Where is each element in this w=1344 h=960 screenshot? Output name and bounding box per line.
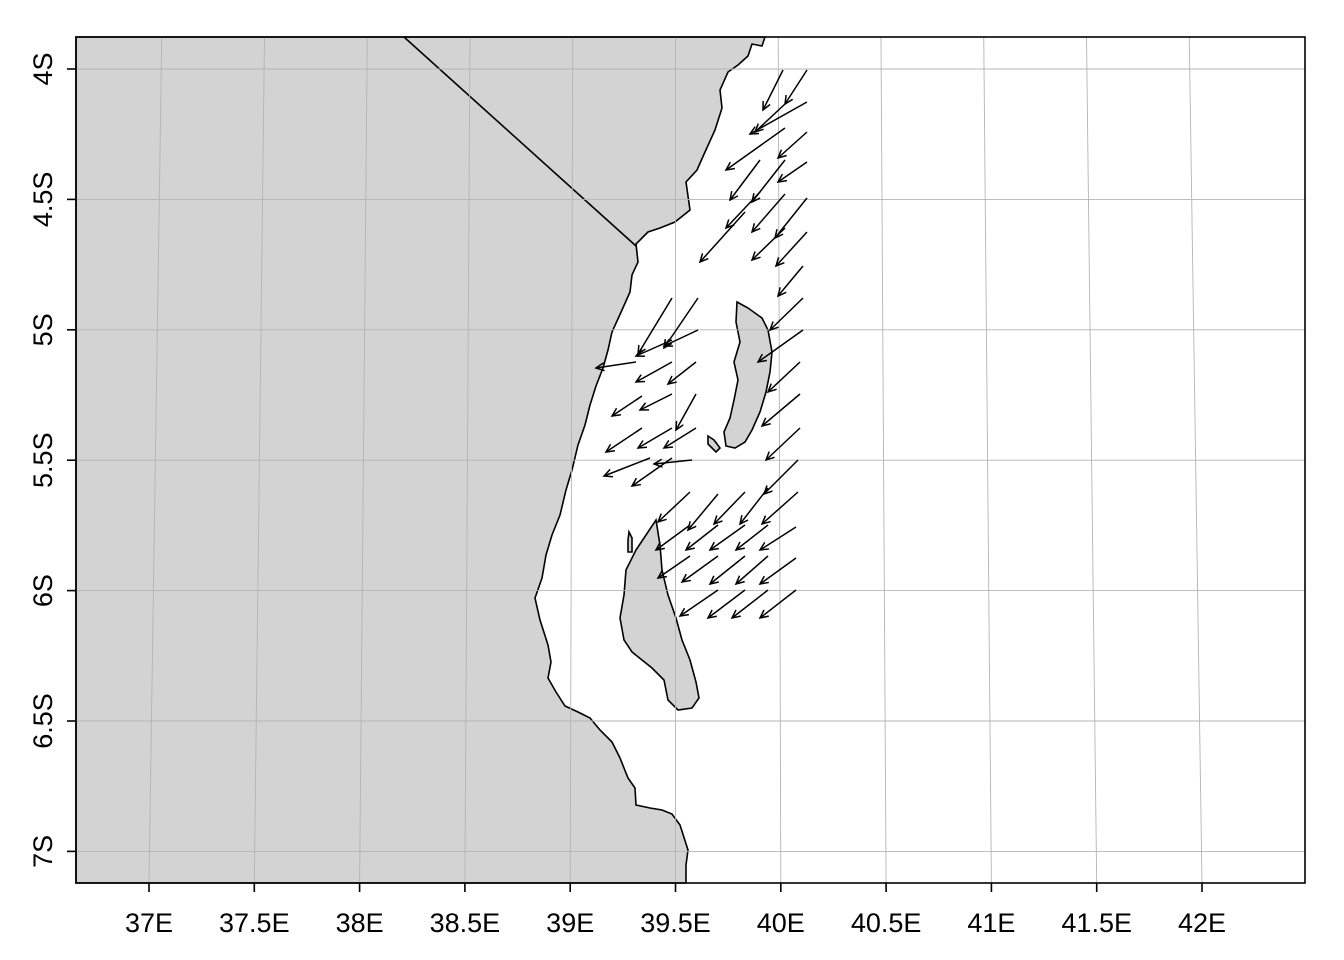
x-tick-label: 40E	[757, 908, 805, 938]
vector-arrow	[610, 395, 643, 417]
vector-arrow	[774, 231, 808, 268]
zanzibar-island	[619, 517, 700, 711]
zanzibar-islet	[627, 529, 633, 553]
x-tick-label: 40.5E	[851, 908, 922, 938]
x-tick-label: 38.5E	[430, 908, 501, 938]
vector-arrow	[602, 457, 651, 478]
x-tick-label: 37E	[125, 908, 173, 938]
vector-arrow	[758, 526, 797, 551]
x-tick-label: 41E	[967, 908, 1015, 938]
vector-arrow	[686, 493, 719, 532]
x-tick-label: 39E	[546, 908, 594, 938]
x-tick-label: 41.5E	[1061, 908, 1132, 938]
vector-arrow	[766, 361, 801, 394]
y-tick-label: 4.5S	[28, 172, 58, 228]
vector-arrow	[760, 491, 799, 526]
x-tick-label: 42E	[1178, 908, 1226, 938]
vector-arrow	[756, 329, 804, 363]
vector-arrow	[634, 339, 673, 358]
x-tick-label: 39.5E	[640, 908, 711, 938]
vector-arrow	[706, 589, 746, 620]
vector-arrow	[638, 393, 673, 411]
vector-arrow	[750, 227, 786, 262]
vector-arrow	[708, 524, 746, 552]
vector-arrow	[738, 487, 769, 526]
vector-arrow	[666, 361, 697, 386]
y-tick-label: 6S	[28, 574, 58, 607]
x-tick-label: 38E	[336, 908, 384, 938]
vector-arrow	[776, 131, 808, 160]
vector-arrow	[594, 361, 637, 372]
pemba-island	[723, 300, 773, 449]
vector-arrow	[758, 557, 797, 586]
pemba-islet	[707, 434, 722, 454]
vector-arrow	[712, 491, 746, 526]
y-tick-label: 6.5S	[28, 693, 58, 749]
vector-arrow	[604, 427, 643, 453]
vector-arrow	[656, 491, 691, 524]
y-tick-label: 4S	[28, 52, 58, 85]
vector-arrow	[734, 524, 769, 552]
vector-field	[594, 69, 808, 620]
vector-arrow	[776, 265, 804, 298]
vector-arrow	[656, 555, 691, 579]
x-axis: 37E 37.5E 38E 38.5E 39E 39.5E 40E 40.5E 41E 41.5E…	[125, 883, 1226, 938]
vector-arrow	[753, 103, 786, 134]
vector-arrow	[654, 524, 691, 552]
y-tick-label: 7S	[28, 835, 58, 868]
vector-arrow	[734, 555, 769, 586]
vector-arrow	[768, 297, 804, 332]
vector-arrow	[675, 393, 697, 432]
graticule	[76, 36, 1305, 884]
vector-arrow	[678, 589, 719, 617]
vector-arrow	[724, 127, 786, 171]
vector-arrow	[634, 361, 673, 383]
vector-arrow	[698, 211, 746, 264]
kenya-tanzania-border	[403, 36, 637, 247]
y-axis: 4S 4.5S 5S 5.5S 6S 6.5S 7S	[28, 52, 76, 868]
x-tick-label: 37.5E	[219, 908, 290, 938]
vector-arrow	[776, 161, 808, 183]
vector-arrow	[750, 193, 786, 234]
vector-arrow	[708, 555, 746, 586]
vector-arrow	[662, 427, 697, 449]
y-tick-label: 5S	[28, 313, 58, 346]
vector-arrow	[630, 457, 673, 487]
vector-arrow	[760, 393, 801, 428]
vector-arrow	[762, 69, 784, 112]
vector-arrow	[764, 427, 801, 462]
vector-arrow	[680, 555, 719, 584]
vector-arrow	[728, 159, 761, 202]
vector-arrow	[636, 427, 673, 449]
vector-arrow	[684, 524, 719, 552]
y-tick-label: 5.5S	[28, 432, 58, 488]
vector-arrow	[758, 589, 797, 620]
vector-arrow	[730, 589, 769, 620]
